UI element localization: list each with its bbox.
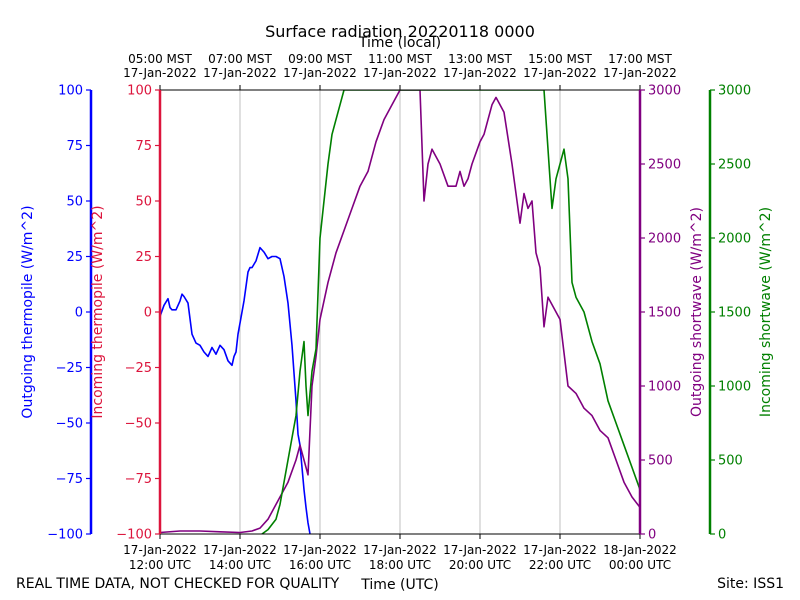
x-tick-label-local-date: 17-Jan-2022 (203, 66, 277, 80)
x-tick-label-local-time: 05:00 MST (128, 52, 192, 66)
x-tick-label-date: 17-Jan-2022 (283, 543, 357, 557)
y-tick-label-out_thermo: 0 (75, 306, 83, 321)
y-tick-label-out_thermo: 25 (66, 250, 83, 265)
x-tick-label-utc: 22:00 UTC (529, 558, 591, 572)
y-tick-label-in_sw: 3000 (718, 84, 751, 99)
top-axis-title: Time (local) (358, 35, 441, 51)
x-tick-label-date: 17-Jan-2022 (443, 543, 517, 557)
y-tick-label-out_thermo: −100 (47, 528, 83, 543)
x-tick-label-date: 17-Jan-2022 (363, 543, 437, 557)
y-tick-label-in_sw: 1500 (718, 306, 751, 321)
series-group (160, 90, 640, 534)
y-tick-label-out_thermo: 75 (66, 139, 83, 154)
y-tick-label-in_thermo: −50 (125, 417, 152, 432)
series-line-out_sw (160, 90, 640, 534)
y-tick-label-in_thermo: 0 (144, 306, 152, 321)
y-tick-label-in_thermo: −100 (116, 528, 152, 543)
x-tick-label-date: 17-Jan-2022 (523, 543, 597, 557)
series-line-out_thermo (160, 246, 311, 534)
x-tick-label-local-date: 17-Jan-2022 (603, 66, 677, 80)
x-tick-label-local-time: 09:00 MST (288, 52, 352, 66)
x-tick-label-utc: 00:00 UTC (609, 558, 671, 572)
x-tick-label-local-time: 15:00 MST (528, 52, 592, 66)
y-tick-label-in_thermo: 25 (135, 250, 152, 265)
x-tick-label-local-date: 17-Jan-2022 (523, 66, 597, 80)
y-axis-label-in_sw: Incoming shortwave (W/m^2) (758, 207, 774, 417)
y-tick-label-in_sw: 2500 (718, 158, 751, 173)
x-axis-label: Time (UTC) (360, 577, 438, 593)
y-tick-label-out_thermo: −50 (56, 417, 83, 432)
y-axis-label-out_thermo: Outgoing thermopile (W/m^2) (20, 205, 36, 418)
x-tick-label-local-time: 17:00 MST (608, 52, 672, 66)
y-tick-label-out_sw: 0 (648, 528, 656, 543)
series-line-in_sw (261, 90, 640, 534)
x-tick-label-utc: 16:00 UTC (289, 558, 351, 572)
y-tick-label-in_sw: 2000 (718, 232, 751, 247)
y-tick-label-out_sw: 1000 (648, 380, 681, 395)
x-tick-label-date: 17-Jan-2022 (203, 543, 277, 557)
y-tick-label-in_thermo: 100 (127, 84, 152, 99)
x-tick-label-utc: 12:00 UTC (129, 558, 191, 572)
chart-title: Surface radiation 20220118 0000 (265, 22, 535, 41)
y-tick-label-out_thermo: −75 (56, 472, 83, 487)
y-tick-label-out_thermo: −25 (56, 361, 83, 376)
x-tick-label-local-time: 13:00 MST (448, 52, 512, 66)
x-tick-label-local-date: 17-Jan-2022 (283, 66, 357, 80)
y-tick-label-in_sw: 1000 (718, 380, 751, 395)
y-tick-label-out_thermo: 50 (66, 195, 83, 210)
y-tick-label-in_sw: 0 (718, 528, 726, 543)
x-tick-label-local-date: 17-Jan-2022 (363, 66, 437, 80)
y-tick-label-in_thermo: −25 (125, 361, 152, 376)
y-axis-label-out_sw: Outgoing shortwave (W/m^2) (689, 207, 705, 417)
site-label: Site: ISS1 (717, 576, 784, 592)
x-tick-label-local-time: 07:00 MST (208, 52, 272, 66)
y-axis-label-in_thermo: Incoming thermopile (W/m^2) (90, 205, 106, 418)
y-tick-label-out_thermo: 100 (58, 84, 83, 99)
y-tick-label-out_sw: 1500 (648, 306, 681, 321)
quality-warning: REAL TIME DATA, NOT CHECKED FOR QUALITY (16, 576, 340, 592)
y-tick-label-out_sw: 500 (648, 454, 673, 469)
y-tick-label-in_thermo: 75 (135, 139, 152, 154)
y-tick-label-out_sw: 2000 (648, 232, 681, 247)
x-tick-label-utc: 14:00 UTC (209, 558, 271, 572)
x-tick-label-local-date: 17-Jan-2022 (123, 66, 197, 80)
x-tick-label-local-date: 17-Jan-2022 (443, 66, 517, 80)
y-tick-label-in_thermo: −75 (125, 472, 152, 487)
x-tick-label-utc: 20:00 UTC (449, 558, 511, 572)
y-tick-label-out_sw: 3000 (648, 84, 681, 99)
y-tick-label-in_sw: 500 (718, 454, 743, 469)
y-tick-label-in_thermo: 50 (135, 195, 152, 210)
x-tick-label-utc: 18:00 UTC (369, 558, 431, 572)
x-tick-label-date: 17-Jan-2022 (123, 543, 197, 557)
x-tick-label-local-time: 11:00 MST (368, 52, 432, 66)
y-tick-label-out_sw: 2500 (648, 158, 681, 173)
x-tick-label-date: 18-Jan-2022 (603, 543, 677, 557)
